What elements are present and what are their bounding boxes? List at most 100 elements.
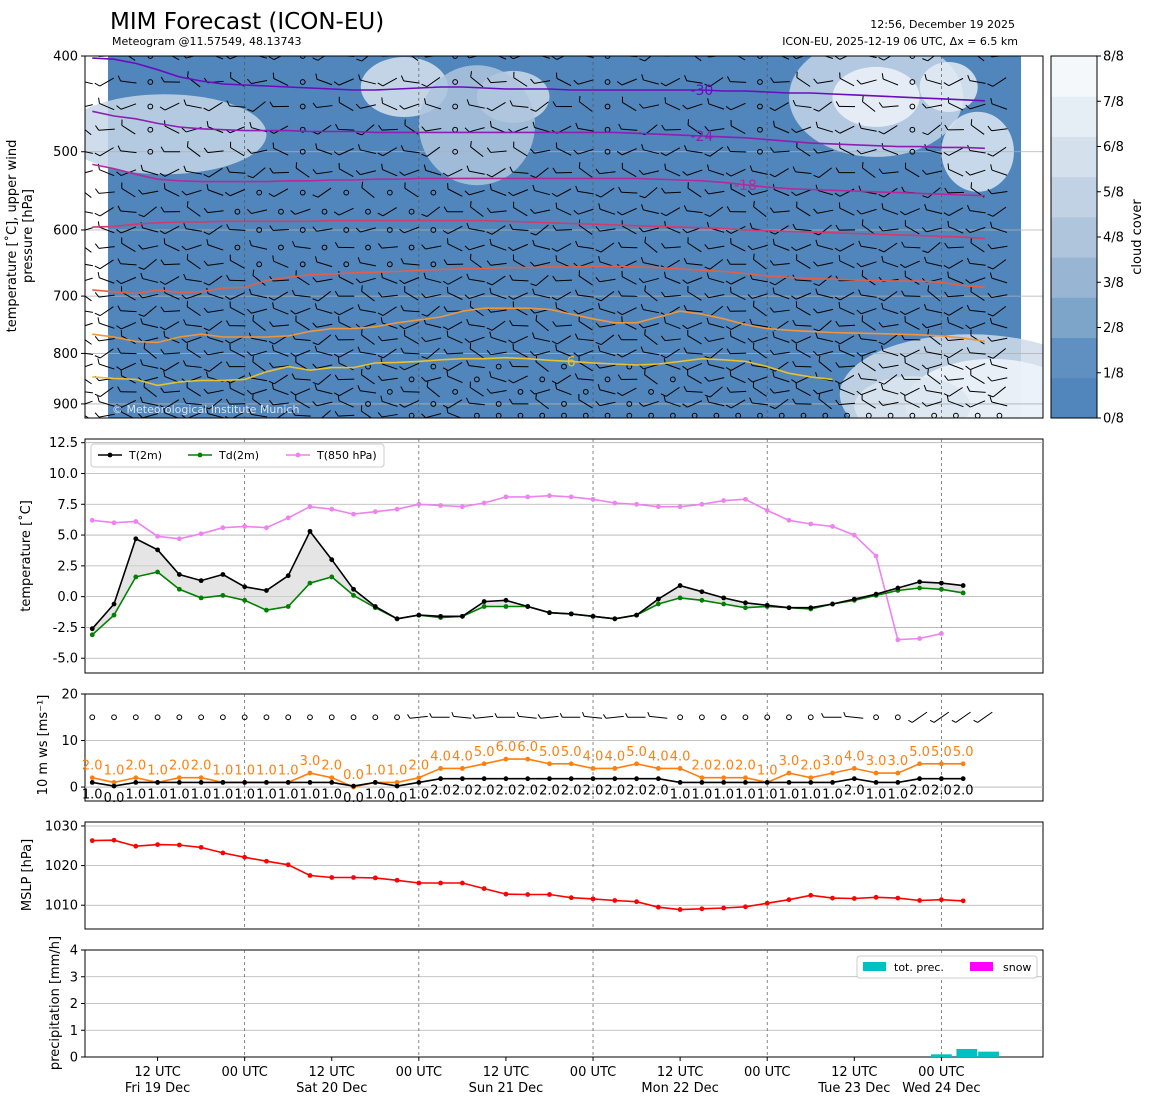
wind-barb	[160, 259, 181, 266]
wind-speed-point	[307, 779, 313, 785]
t2m-point	[176, 572, 182, 577]
wind-barb	[532, 288, 551, 299]
wind-barb	[295, 162, 310, 178]
mslp-point	[351, 875, 356, 880]
td2m-point	[198, 595, 204, 601]
mslp-point	[677, 907, 683, 912]
t850-point	[634, 501, 639, 507]
wind-barb	[291, 373, 311, 381]
isotherm-label: -24	[690, 129, 713, 145]
wind-barb	[486, 349, 507, 356]
wind-barb	[818, 355, 832, 373]
wind-barb	[921, 401, 942, 407]
wind-barb	[399, 277, 420, 284]
calm-marker	[786, 714, 792, 721]
wind-speed-point	[220, 779, 226, 785]
wind-barb	[334, 410, 355, 417]
wind-barb	[140, 318, 159, 328]
wind-barb	[729, 286, 746, 301]
wind-speed-point	[372, 779, 378, 785]
x-tick-label: 00 UTC	[221, 1065, 267, 1080]
wind-barb	[575, 240, 594, 250]
wind-barb	[532, 239, 551, 250]
wind-speed-label: 2.0	[931, 784, 952, 799]
wind-barb	[378, 243, 398, 249]
wind-speed-label: 2.0	[517, 784, 538, 799]
calm-marker	[147, 126, 154, 133]
wind-barb	[268, 410, 288, 418]
wind-barb	[943, 77, 964, 87]
wind-barb	[421, 376, 442, 382]
wind-barb	[271, 383, 289, 396]
wind-barb	[85, 104, 93, 109]
wind-barb	[442, 321, 463, 331]
calm-marker	[321, 244, 328, 251]
t2m-point	[89, 626, 95, 632]
wind-barb	[878, 242, 898, 253]
mslp-point	[438, 880, 444, 886]
y-tick-label: 10.0	[49, 467, 78, 482]
wind-barb	[421, 347, 440, 360]
gust-point	[743, 775, 748, 781]
wind-barb	[160, 306, 181, 313]
wind-barb	[595, 226, 616, 232]
wind-speed-label: 0.0	[343, 791, 364, 806]
wind-barb	[117, 347, 137, 355]
wind-barb	[94, 147, 114, 157]
wind-barb	[726, 259, 747, 265]
wind-barb	[290, 208, 311, 215]
gust-label: 1.0	[256, 763, 277, 778]
wind-barb	[835, 399, 856, 406]
wind-barb	[138, 244, 159, 250]
wind-barb	[312, 187, 332, 198]
legend-td2m: Td(2m)	[218, 449, 259, 462]
wind-barb	[163, 330, 180, 344]
wind-barb	[470, 71, 484, 88]
wind-speed-label: 2.0	[626, 784, 647, 799]
wind-barb	[921, 363, 942, 370]
wind-speed-label: 0.0	[387, 791, 408, 806]
calm-marker	[147, 56, 154, 59]
wind-barb	[616, 307, 637, 316]
wind-barb	[486, 101, 506, 112]
wind-barb	[638, 103, 660, 109]
wind-barb	[357, 144, 376, 155]
wind-barb	[965, 400, 986, 408]
wind-barb	[117, 145, 137, 154]
wind-barb	[489, 371, 507, 383]
wind-barb	[421, 413, 442, 418]
wind-barb	[552, 101, 572, 108]
calm-marker	[757, 56, 763, 59]
wind-barb	[644, 285, 658, 302]
x-day-label: Tue 23 Dec	[817, 1081, 890, 1096]
wind-barb	[856, 388, 877, 396]
wind-barb	[552, 225, 573, 231]
isotherm-line	[92, 219, 985, 240]
calm-marker	[452, 56, 459, 59]
t850-point	[743, 496, 748, 502]
td2m-point	[329, 574, 335, 580]
wind-barb	[796, 254, 811, 269]
wind-barb	[117, 205, 137, 213]
wind-barb	[268, 291, 289, 301]
t2m-point	[851, 596, 857, 602]
wind-barb	[377, 291, 398, 298]
wind-barb	[951, 711, 971, 723]
wind-barb	[704, 259, 724, 270]
calm-marker	[299, 103, 306, 110]
wind-barb	[472, 714, 494, 719]
wind-barb	[687, 286, 702, 301]
wind-barb	[726, 348, 747, 355]
calm-marker	[299, 227, 306, 233]
calm-marker	[299, 148, 306, 155]
cloud-patch	[418, 65, 535, 186]
wind-barb	[575, 289, 594, 298]
wind-barb	[878, 363, 899, 369]
wind-barb	[121, 286, 136, 301]
wind-barb	[727, 76, 747, 83]
t2m-point	[699, 589, 705, 595]
gust-point	[416, 775, 422, 781]
wind-barb	[400, 75, 420, 84]
wind-barb	[878, 226, 899, 232]
wind-barb	[551, 291, 572, 301]
